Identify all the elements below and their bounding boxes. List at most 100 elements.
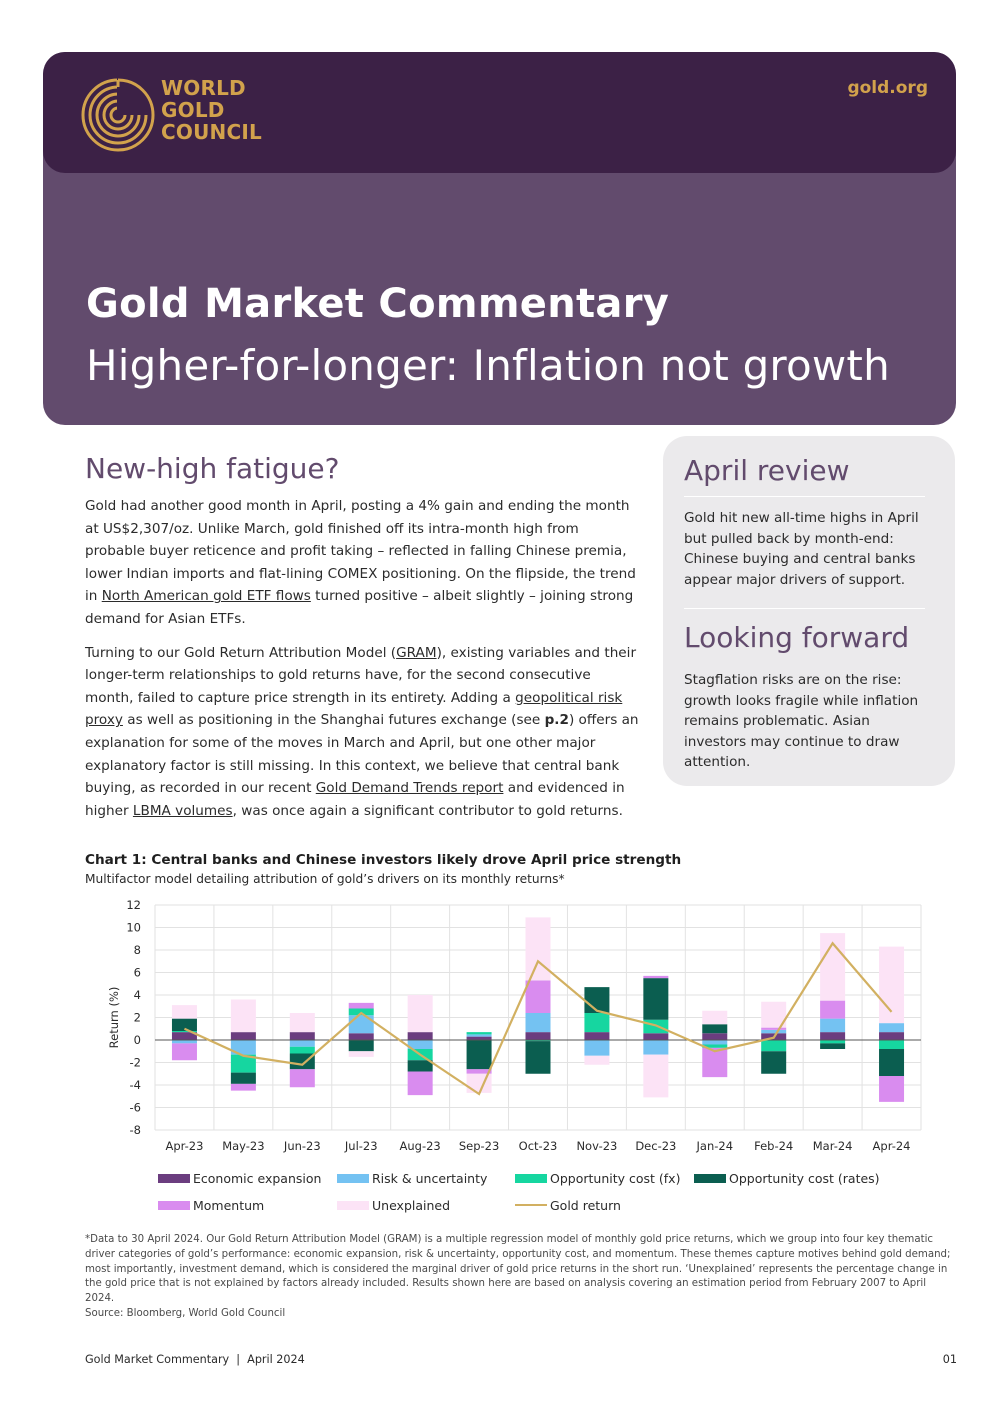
p2-text-4: ) offers an explanation for some of the … xyxy=(85,712,639,797)
footnote-text: *Data to 30 April 2024. Our Gold Return … xyxy=(85,1234,951,1305)
site-link[interactable]: gold.org xyxy=(847,78,928,98)
bar-segment xyxy=(525,1041,551,1074)
legend-swatch xyxy=(158,1200,190,1210)
bar-segment xyxy=(584,1013,610,1033)
x-tick-label: Dec-23 xyxy=(635,1139,676,1153)
y-tick-label: -6 xyxy=(130,1101,141,1115)
bar-segment xyxy=(171,1005,197,1019)
chart-title: Chart 1: Central banks and Chinese inves… xyxy=(85,852,682,868)
bar-segment xyxy=(643,975,669,979)
link-gold-demand-trends[interactable]: Gold Demand Trends report xyxy=(315,780,504,797)
bar-segment xyxy=(171,1032,197,1040)
link-gram[interactable]: GRAM xyxy=(396,644,437,661)
gold-return-line xyxy=(184,941,893,1096)
page-number: 01 xyxy=(942,1353,957,1366)
y-tick-label: 8 xyxy=(134,943,141,957)
bar-segment xyxy=(289,1013,315,1033)
bar-segment xyxy=(407,1040,433,1049)
bar-segment xyxy=(761,1051,787,1074)
header-banner: WORLD GOLD COUNCIL gold.org Gold Market … xyxy=(43,52,956,425)
legend-label: Economic expansion xyxy=(193,1170,322,1186)
bar-segment xyxy=(525,1040,551,1042)
main-column: New-high fatigue? Gold had another good … xyxy=(85,452,640,833)
bar-segment xyxy=(525,980,551,1013)
x-tick-label: Aug-23 xyxy=(400,1139,441,1153)
y-tick-label: -2 xyxy=(130,1056,141,1070)
bar-segment xyxy=(820,1018,846,1033)
bar-segment xyxy=(702,1044,728,1048)
bar-segment xyxy=(584,1040,610,1056)
bar-segment xyxy=(348,1051,374,1057)
link-lbma-volumes[interactable]: LBMA volumes xyxy=(132,802,233,819)
p2-text-1: Turning to our Gold Return Attribution M… xyxy=(85,644,397,661)
bar-segment xyxy=(230,1054,256,1073)
chart-subtitle: Multifactor model detailing attribution … xyxy=(85,872,565,886)
bar-segment xyxy=(407,1032,433,1040)
page-subtitle: Higher-for-longer: Inflation not growth xyxy=(86,341,890,390)
link-etf-flows[interactable]: North American gold ETF flows xyxy=(101,588,311,605)
bar-segment xyxy=(348,1033,374,1040)
bar-segment xyxy=(820,1000,846,1019)
section-heading: New-high fatigue? xyxy=(85,452,340,485)
bar-segment xyxy=(879,1032,905,1040)
bar-segment xyxy=(171,1018,197,1031)
legend-item: Opportunity cost (rates) xyxy=(694,1170,880,1186)
bar-segment xyxy=(643,1040,669,1055)
y-tick-label: 0 xyxy=(134,1033,141,1047)
bar-segment xyxy=(289,1040,315,1047)
bar-segment xyxy=(584,987,610,1013)
legend-label: Gold return xyxy=(550,1197,621,1213)
bar-segment xyxy=(702,1010,728,1025)
bar-segment xyxy=(466,1032,492,1035)
legend-swatch xyxy=(694,1173,726,1183)
bar-segment xyxy=(702,1024,728,1034)
world-gold-council-logo[interactable]: WORLD GOLD COUNCIL xyxy=(80,77,320,153)
bar-segment xyxy=(820,1040,846,1044)
bar-segment xyxy=(820,1043,846,1049)
y-tick-label: 4 xyxy=(134,988,141,1002)
legend-swatch xyxy=(158,1173,190,1183)
bar-segment xyxy=(289,1053,315,1070)
gold-rings-icon xyxy=(81,77,156,152)
link-geopolitical-risk[interactable]: geopolitical risk proxy xyxy=(85,689,623,729)
bar-segment xyxy=(289,1032,315,1040)
bar-segment xyxy=(171,1043,197,1061)
logo-line-3: COUNCIL xyxy=(161,120,262,144)
legend-label: Opportunity cost (fx) xyxy=(550,1170,681,1186)
bar-segment xyxy=(761,1040,787,1052)
bar-segment xyxy=(466,1034,492,1037)
legend-item: Momentum xyxy=(158,1197,264,1213)
bar-segment xyxy=(643,1033,669,1040)
bar-segment xyxy=(820,1032,846,1040)
legend-item: Gold return xyxy=(515,1197,621,1213)
x-tick-label: Oct-23 xyxy=(519,1139,558,1153)
x-tick-label: Jun-23 xyxy=(283,1139,321,1153)
bar-segment xyxy=(466,1036,492,1040)
footnote-source: Source: Bloomberg, World Gold Council xyxy=(85,1307,286,1319)
bar-segment xyxy=(289,1069,315,1088)
legend-item: Risk & uncertainty xyxy=(337,1170,487,1186)
x-tick-label: Apr-23 xyxy=(165,1139,203,1153)
bar-segment xyxy=(761,1029,787,1034)
legend-label: Opportunity cost (rates) xyxy=(729,1170,880,1186)
bar-segment xyxy=(702,1047,728,1078)
p2-text-3: as well as positioning in the Shanghai f… xyxy=(122,712,545,729)
page-reference: p.2 xyxy=(544,712,569,729)
looking-forward-text: Stagflation risks are on the rise: growt… xyxy=(684,672,919,770)
bar-segment xyxy=(879,1076,905,1102)
bar-segment xyxy=(230,1083,256,1091)
bar-segment xyxy=(584,1055,610,1065)
bar-segment xyxy=(230,1040,256,1055)
bar-segment xyxy=(289,1046,315,1054)
bar-segment xyxy=(702,1040,728,1045)
looking-forward-heading: Looking forward xyxy=(684,621,910,654)
legend-label: Risk & uncertainty xyxy=(372,1170,488,1186)
p1-text-1: Gold had another good month in April, po… xyxy=(85,498,636,605)
bar-segment xyxy=(171,1031,197,1033)
legend-item: Economic expansion xyxy=(158,1170,321,1186)
legend-swatch xyxy=(515,1173,547,1183)
bar-segment xyxy=(643,1054,669,1098)
y-tick-label: 6 xyxy=(134,966,141,980)
paragraph-1: Gold had another good month in April, po… xyxy=(85,495,640,631)
p2-text-5: and evidenced in higher xyxy=(85,780,625,819)
